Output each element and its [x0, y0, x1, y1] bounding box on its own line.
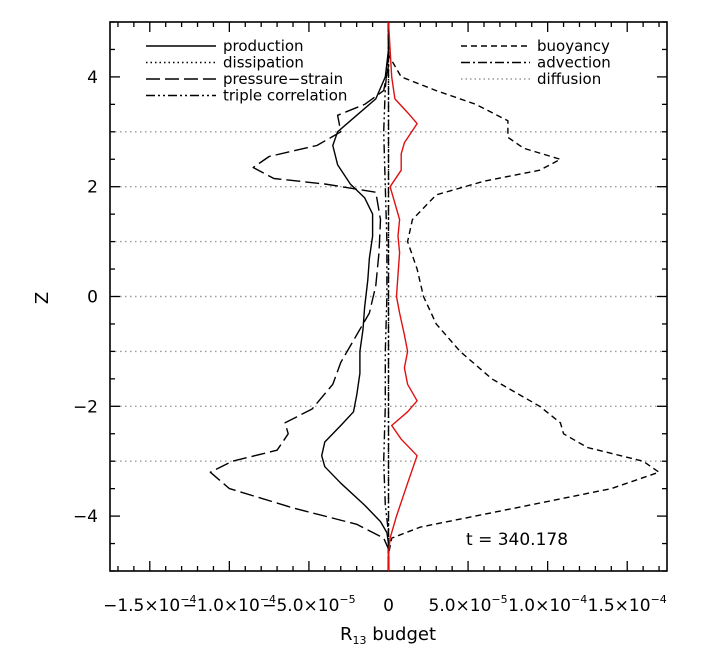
y-axis-title: Z: [32, 292, 53, 304]
x-tick-labels: −1.5×10−4−1.0×10−4−5.0×10−5 0 5.0×10−5 1.0×…: [103, 593, 667, 616]
x-tick-label: −1.5×10−4: [103, 593, 196, 616]
y-tick-label: −4: [73, 507, 98, 527]
y-tick-label: −2: [73, 397, 98, 417]
series-curves: [209, 21, 660, 571]
legend-label: production: [223, 37, 304, 55]
x-axis-title: R13 budget: [340, 624, 436, 647]
y-tick-label: 2: [87, 178, 98, 198]
x-tick-label: −1.0×10−4: [183, 593, 276, 616]
legend-label: buoyancy: [537, 37, 610, 55]
series-line: [387, 22, 660, 571]
x-tick-label: 1.0×10−4: [508, 593, 587, 616]
y-tick-labels: −4 −2 0 2 4: [73, 68, 98, 527]
axis-ticks: [110, 21, 667, 572]
series-line: [209, 22, 390, 571]
x-tick-label: 5.0×10−5: [429, 593, 508, 616]
legend-label: advection: [537, 54, 611, 72]
series-line: [321, 22, 390, 571]
x-axis-title-suffix: budget: [366, 624, 436, 645]
legend-label: diffusion: [537, 70, 601, 88]
series-line: [383, 22, 390, 571]
series-line: [387, 21, 418, 571]
x-tick-label: −5.0×10−5: [262, 593, 355, 616]
x-axis-title-subscript: 13: [352, 634, 366, 647]
x-tick-label: 0: [383, 596, 394, 616]
legend: productiondissipationpressure−straintrip…: [146, 37, 611, 105]
y-tick-label: 0: [87, 288, 98, 308]
y-tick-label: 4: [87, 68, 98, 88]
legend-label: dissipation: [223, 54, 304, 72]
legend-label: triple correlation: [223, 87, 347, 105]
legend-label: pressure−strain: [223, 70, 343, 88]
x-tick-label: 1.5×10−4: [588, 593, 667, 616]
x-axis-title-main: R: [340, 624, 353, 645]
time-annotation: t = 340.178: [466, 530, 568, 550]
